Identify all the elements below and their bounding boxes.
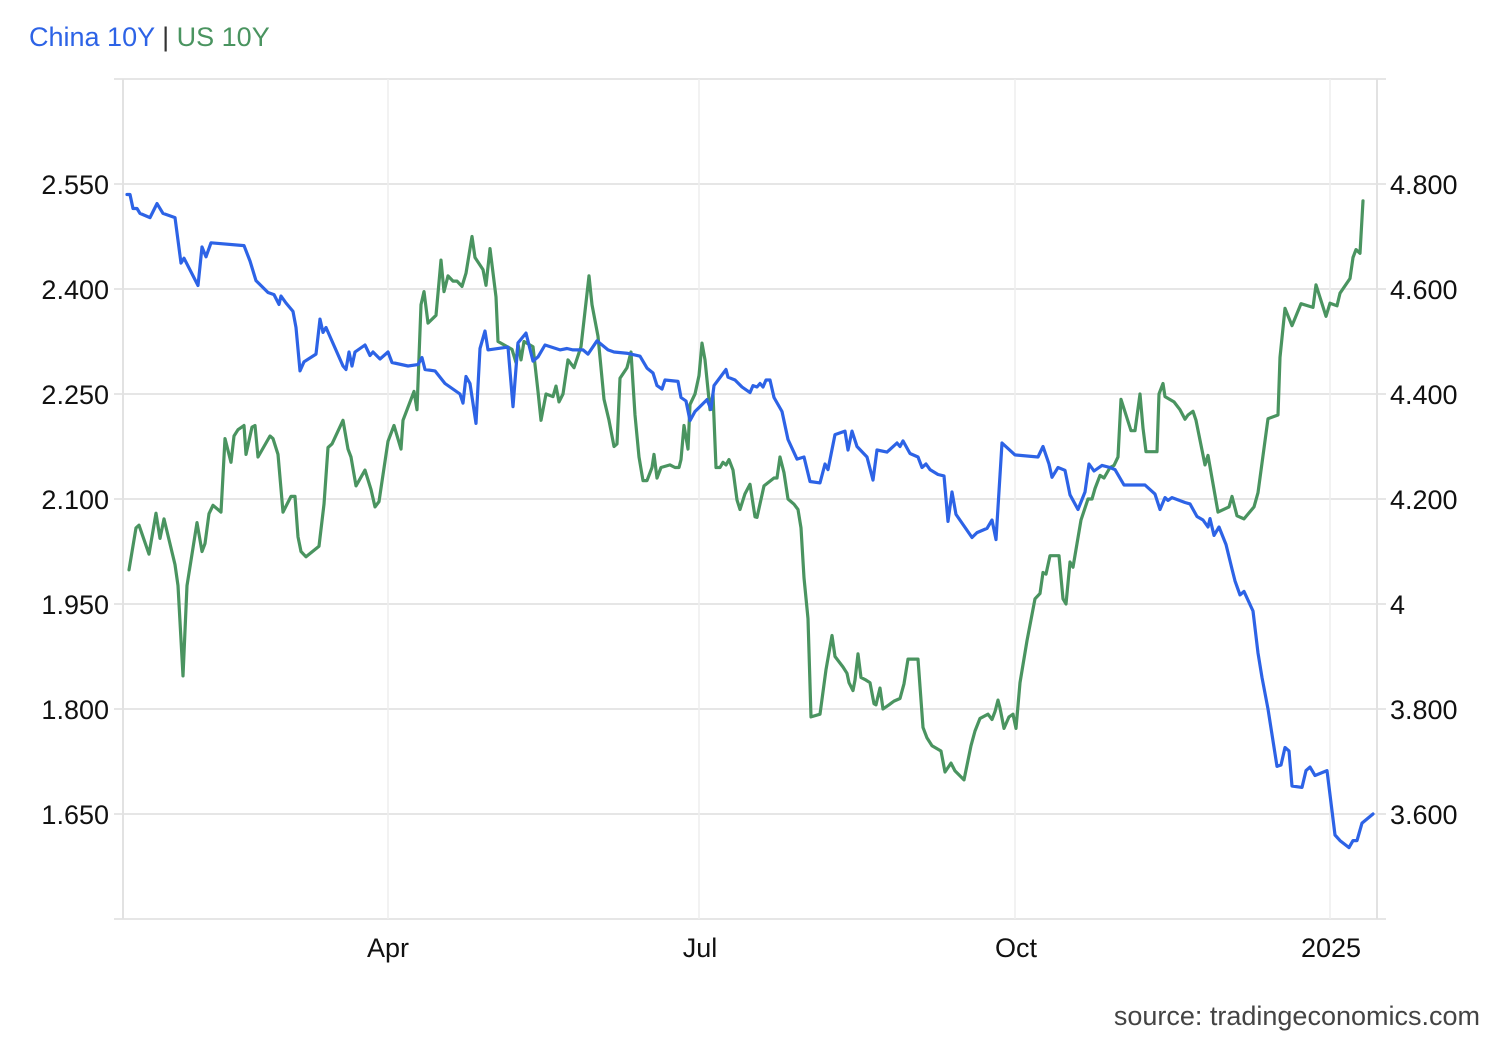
x-axis: Apr Jul Oct 2025 (367, 933, 1361, 963)
chart-legend: China 10Y | US 10Y (29, 22, 270, 53)
y-left-tick: 2.400 (41, 275, 109, 305)
y-left-tick: 1.800 (41, 695, 109, 725)
x-tick: Oct (995, 933, 1038, 963)
y-right-tick: 4.200 (1390, 485, 1458, 515)
legend-china-10y[interactable]: China 10Y (29, 22, 155, 52)
x-tick: Apr (367, 933, 409, 963)
y-right-tick: 4.400 (1390, 380, 1458, 410)
y-axis-left: 2.550 2.400 2.250 2.100 1.950 1.800 1.65… (41, 170, 109, 830)
legend-us-10y[interactable]: US 10Y (176, 22, 270, 52)
y-left-tick: 1.650 (41, 800, 109, 830)
y-left-tick: 2.250 (41, 380, 109, 410)
y-right-tick: 4 (1390, 590, 1405, 620)
y-axis-right: 4.800 4.600 4.400 4.200 4 3.800 3.600 (1390, 170, 1458, 830)
y-right-tick: 3.600 (1390, 800, 1458, 830)
x-tick: Jul (683, 933, 718, 963)
chart-grid (114, 78, 1386, 920)
y-left-tick: 2.100 (41, 485, 109, 515)
y-right-tick: 3.800 (1390, 695, 1458, 725)
x-tick: 2025 (1301, 933, 1361, 963)
y-left-tick: 1.950 (41, 590, 109, 620)
us-10y-line[interactable] (127, 199, 1365, 782)
y-right-tick: 4.800 (1390, 170, 1458, 200)
y-right-tick: 4.600 (1390, 275, 1458, 305)
china-10y-line[interactable] (125, 192, 1375, 850)
legend-separator: | (162, 22, 170, 52)
source-attribution: source: tradingeconomics.com (1113, 1001, 1480, 1031)
y-left-tick: 2.550 (41, 170, 109, 200)
